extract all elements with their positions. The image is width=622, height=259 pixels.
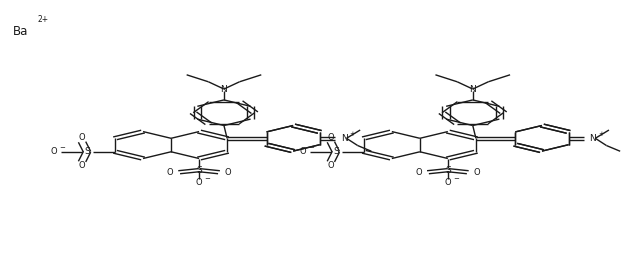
Text: N: N: [221, 84, 227, 93]
Text: −: −: [453, 176, 459, 182]
Text: O: O: [474, 168, 480, 177]
Text: O: O: [51, 147, 57, 156]
Text: N: N: [470, 84, 476, 93]
Text: O: O: [328, 161, 334, 170]
Text: −: −: [308, 145, 314, 152]
Text: S: S: [84, 147, 90, 156]
Text: −: −: [59, 145, 65, 152]
Text: O: O: [445, 178, 451, 187]
Text: 2+: 2+: [37, 15, 49, 24]
Text: O: O: [196, 178, 202, 187]
Text: S: S: [196, 166, 202, 175]
Text: O: O: [79, 133, 85, 142]
Text: O: O: [415, 168, 422, 177]
Text: O: O: [225, 168, 231, 177]
Text: −: −: [204, 176, 210, 182]
Text: N: N: [590, 134, 596, 143]
Text: S: S: [333, 147, 339, 156]
Text: O: O: [167, 168, 173, 177]
Text: O: O: [300, 147, 306, 156]
Text: +: +: [349, 131, 355, 137]
Text: S: S: [445, 166, 451, 175]
Text: +: +: [598, 131, 604, 137]
Text: Ba: Ba: [12, 25, 28, 38]
Text: O: O: [328, 133, 334, 142]
Text: O: O: [79, 161, 85, 170]
Text: N: N: [341, 134, 347, 143]
